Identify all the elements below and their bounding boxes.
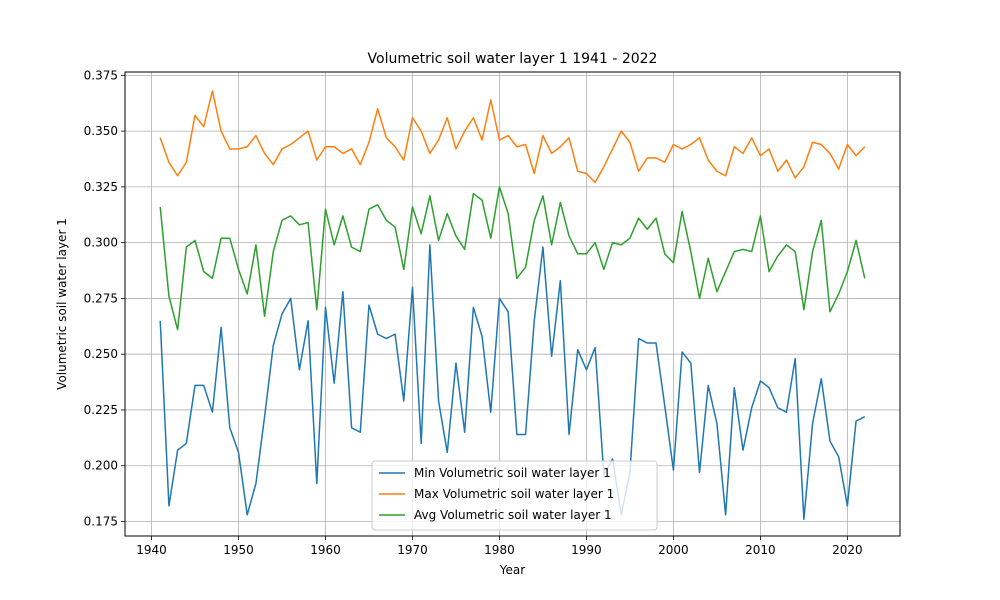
y-tick-label: 0.225 [84, 403, 118, 417]
y-tick-label: 0.350 [84, 124, 118, 138]
x-tick-label: 1980 [484, 543, 515, 557]
x-tick-label: 1970 [397, 543, 428, 557]
y-axis-title: Volumetric soil water layer 1 [55, 218, 69, 390]
legend-label: Avg Volumetric soil water layer 1 [414, 508, 612, 522]
series-group [159, 90, 866, 521]
y-tick-label: 0.375 [84, 68, 118, 82]
y-tick-label: 0.325 [84, 180, 118, 194]
x-axis-title: Year [499, 563, 525, 577]
series-line-min [159, 244, 866, 521]
chart-title: Volumetric soil water layer 1 1941 - 202… [368, 51, 658, 67]
series-line-avg [159, 186, 866, 331]
x-tick-label: 1940 [136, 543, 167, 557]
y-tick-label: 0.175 [84, 515, 118, 529]
plot-frame [124, 71, 901, 537]
y-tick-label: 0.275 [84, 291, 118, 305]
legend-label: Max Volumetric soil water layer 1 [414, 487, 614, 501]
y-tick-label: 0.300 [84, 236, 118, 250]
x-tick-label: 1960 [310, 543, 341, 557]
x-tick-label: 2020 [832, 543, 863, 557]
y-tick-label: 0.250 [84, 347, 118, 361]
x-tick-label: 2010 [745, 543, 776, 557]
legend-label: Min Volumetric soil water layer 1 [414, 466, 611, 480]
series-line-max [159, 90, 866, 184]
x-tick-label: 2000 [658, 543, 689, 557]
x-tick-label: 1950 [223, 543, 254, 557]
x-tick-label: 1990 [571, 543, 602, 557]
y-tick-label: 0.200 [84, 459, 118, 473]
axes: 1940 1950 1960 1970 1980 1990 2000 2010 2020 0.17… [84, 68, 863, 557]
legend: Min Volumetric soil water layer 1 Max Vol… [371, 460, 658, 531]
legend-box [371, 460, 658, 531]
